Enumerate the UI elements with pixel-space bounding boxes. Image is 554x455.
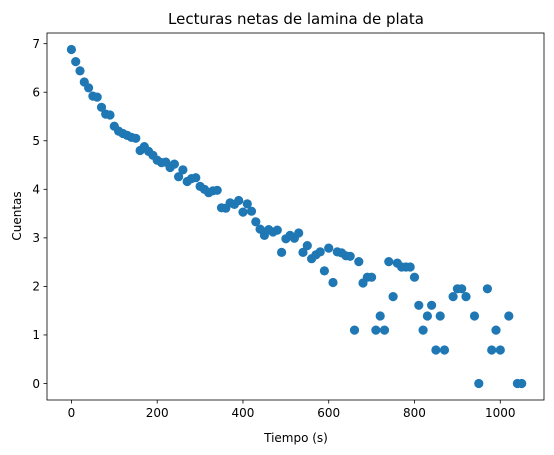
plot-frame — [46, 32, 545, 401]
data-point — [439, 345, 450, 355]
x-tick-label: 200 — [146, 406, 169, 420]
x-tick-label: 1000 — [485, 406, 516, 420]
data-point — [96, 102, 107, 112]
data-point — [345, 251, 355, 261]
data-point — [495, 345, 505, 355]
data-point — [242, 199, 252, 209]
data-point — [474, 378, 484, 389]
y-tick-label: 4 — [32, 183, 40, 197]
data-point — [482, 284, 492, 294]
data-point — [174, 172, 184, 182]
y-axis: 0 1 2 3 4 5 6 7 — [32, 37, 47, 391]
data-point — [212, 185, 222, 195]
data-point — [405, 262, 415, 272]
x-tick-label: 400 — [232, 406, 255, 420]
data-point — [487, 345, 497, 355]
data-point — [315, 247, 325, 257]
x-axis: 0 200 400 600 800 1000 — [68, 400, 516, 420]
data-point — [131, 133, 141, 143]
chart-title: Lecturas netas de lamina de plata — [168, 10, 424, 28]
data-point — [367, 272, 377, 282]
x-tick-label: 800 — [403, 406, 426, 420]
data-point — [504, 311, 514, 321]
data-point — [414, 300, 424, 310]
data-point — [75, 66, 85, 76]
data-point — [457, 284, 467, 294]
data-point — [431, 345, 441, 355]
data-point — [277, 247, 287, 257]
x-axis-label: Tiempo (s) — [263, 431, 328, 445]
data-point — [71, 57, 81, 67]
data-point — [105, 110, 115, 120]
data-point — [469, 311, 480, 321]
y-tick-label: 7 — [32, 37, 40, 51]
data-point — [234, 195, 244, 206]
data-point — [409, 272, 420, 282]
data-point — [92, 92, 102, 102]
data-point — [371, 325, 381, 335]
data-point — [379, 325, 390, 335]
data-point — [422, 311, 432, 321]
x-tick-label: 0 — [68, 406, 76, 420]
y-tick-label: 2 — [32, 280, 40, 294]
data-point — [298, 247, 308, 257]
y-tick-label: 3 — [32, 231, 40, 245]
data-point — [349, 325, 360, 335]
data-point — [169, 159, 179, 169]
x-tick-label: 600 — [317, 406, 340, 420]
data-point — [354, 257, 364, 267]
y-tick-label: 6 — [32, 86, 40, 100]
data-point — [448, 292, 458, 302]
data-point — [491, 325, 501, 335]
data-point — [388, 292, 398, 302]
data-point — [384, 257, 394, 267]
data-point — [191, 173, 201, 183]
y-tick-label: 0 — [32, 377, 40, 391]
data-point — [238, 207, 248, 217]
y-axis-label: Cuentas — [10, 191, 24, 240]
data-point — [517, 378, 527, 389]
data-point — [319, 266, 329, 276]
plot-area — [66, 44, 527, 389]
data-point — [178, 165, 188, 175]
data-point — [251, 217, 261, 227]
data-point — [435, 311, 445, 321]
data-point — [272, 225, 282, 235]
data-point — [84, 83, 94, 93]
data-point — [246, 206, 257, 216]
y-tick-label: 5 — [32, 134, 40, 148]
data-point — [324, 243, 334, 253]
data-point — [294, 228, 304, 238]
data-point — [328, 277, 338, 288]
data-point — [461, 292, 471, 302]
data-point — [375, 311, 385, 321]
y-tick-label: 1 — [32, 328, 40, 342]
data-point — [302, 241, 312, 251]
data-point — [427, 300, 437, 310]
data-point — [418, 325, 428, 335]
data-point — [66, 44, 76, 55]
